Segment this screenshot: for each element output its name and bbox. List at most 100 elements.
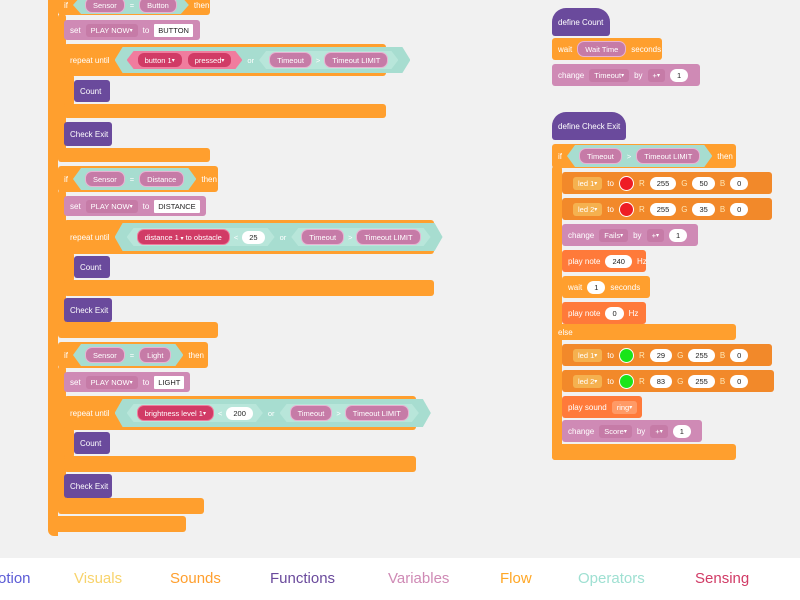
main-stack-bottom-cap[interactable] (48, 516, 186, 532)
check-exit-call-3[interactable]: Check Exit (64, 474, 112, 498)
plus-op-dropdown-3[interactable]: + (650, 424, 668, 438)
green-color-swatch[interactable] (618, 347, 634, 363)
r-input-3[interactable]: 29 (649, 348, 673, 362)
sensor-light-condition[interactable]: Sensor = Light (73, 344, 183, 366)
if-timeout-block[interactable]: if Timeout > Timeout LIMIT then (552, 144, 736, 168)
distance1-dropdown[interactable]: distance 1 (145, 233, 184, 242)
define-check-exit-hat[interactable]: define Check Exit (552, 112, 626, 140)
b-input-2[interactable]: 0 (730, 202, 749, 216)
button1-dropdown[interactable]: button 1 (137, 52, 183, 68)
play-now-dropdown[interactable]: PLAY NOW (85, 23, 138, 37)
category-tab-sensing[interactable]: Sensing (695, 570, 750, 587)
r-input-4[interactable]: 83 (649, 374, 673, 388)
wait-1-seconds-block[interactable]: wait 1 seconds (562, 276, 650, 298)
category-tab-flow[interactable]: Flow (500, 570, 532, 587)
else-block[interactable]: else (552, 324, 736, 340)
timeout-pill[interactable]: Timeout (269, 52, 312, 68)
change-timeout-block[interactable]: change Timeout by + 1 (552, 64, 700, 86)
sensor-pill[interactable]: Sensor (85, 0, 125, 13)
change-score-block[interactable]: change Score by + 1 (562, 420, 702, 442)
set-led2-red-block[interactable]: led 2 to R 255 G 35 B 0 (562, 198, 772, 220)
light-or-timeout-condition[interactable]: brightness level 1 < 200 or Timeout > Ti… (115, 399, 431, 427)
pressed-dropdown[interactable]: pressed (187, 52, 233, 68)
if-button-block[interactable]: if Sensor = Button then (58, 0, 210, 15)
distance-value[interactable]: DISTANCE (154, 199, 200, 213)
brightness-compare[interactable]: brightness level 1 < 200 (127, 404, 263, 422)
score-amount-input[interactable]: 1 (672, 424, 691, 438)
set-led2-green-block[interactable]: led 2 to R 83 G 255 B 0 (562, 370, 774, 392)
if-light-block[interactable]: if Sensor = Light then (58, 342, 208, 368)
change-fails-block[interactable]: change Fails by + 1 (562, 224, 698, 246)
play-note-0-block[interactable]: play note 0 Hz (562, 302, 646, 324)
distance-or-timeout-condition[interactable]: distance 1 to obstacle < 25 or Timeout >… (115, 223, 443, 251)
plus-op-dropdown-2[interactable]: + (646, 228, 664, 242)
sensor-distance-condition[interactable]: Sensor = Distance (73, 168, 196, 190)
red-color-swatch-2[interactable] (618, 201, 634, 217)
timeout-compare-3[interactable]: Timeout > Timeout LIMIT (280, 404, 419, 422)
set-led1-red-block[interactable]: led 1 to R 255 G 50 B 0 (562, 172, 772, 194)
brightness-threshold-input[interactable]: 200 (226, 407, 253, 420)
g-input-3[interactable]: 255 (688, 348, 715, 362)
play-now-dropdown-2[interactable]: PLAY NOW (85, 199, 138, 213)
fails-var-dropdown[interactable]: Fails (599, 228, 629, 242)
check-exit-call-2[interactable]: Check Exit (64, 298, 112, 322)
button-value[interactable]: BUTTON (154, 23, 193, 37)
light-value[interactable]: LIGHT (154, 375, 185, 389)
distance-threshold-input[interactable]: 25 (242, 231, 264, 244)
play-note-240-block[interactable]: play note 240 Hz (562, 250, 647, 272)
check-exit-call-1[interactable]: Check Exit (64, 122, 112, 146)
ring-dropdown[interactable]: ring (611, 400, 638, 414)
timeout-pill-r[interactable]: Timeout (579, 148, 622, 164)
timeout-limit-pill-2[interactable]: Timeout LIMIT (356, 229, 420, 245)
score-var-dropdown[interactable]: Score (599, 424, 632, 438)
category-tab-functions[interactable]: Functions (270, 570, 336, 587)
led2-dropdown-2[interactable]: led 2 (573, 374, 603, 388)
g-input-4[interactable]: 255 (688, 374, 715, 388)
note-240-input[interactable]: 240 (605, 254, 632, 268)
g-input-2[interactable]: 35 (692, 202, 715, 216)
define-count-hat[interactable]: define Count (552, 8, 610, 36)
distance-compare[interactable]: distance 1 to obstacle < 25 (127, 228, 275, 246)
repeat-until-light[interactable]: repeat until brightness level 1 < 200 or… (64, 396, 416, 430)
change-amount-input[interactable]: 1 (669, 68, 689, 82)
play-now-dropdown-3[interactable]: PLAY NOW (85, 375, 138, 389)
r-input-1[interactable]: 255 (649, 176, 677, 190)
set-play-now-light[interactable]: set PLAY NOW to LIGHT (64, 372, 190, 392)
green-color-swatch-2[interactable] (618, 373, 634, 389)
r-input-2[interactable]: 255 (649, 202, 677, 216)
b-input-3[interactable]: 0 (730, 348, 749, 362)
category-tab-otion[interactable]: otion (0, 570, 31, 587)
led2-dropdown[interactable]: led 2 (573, 202, 603, 216)
led1-dropdown-2[interactable]: led 1 (573, 348, 603, 362)
set-play-now-distance[interactable]: set PLAY NOW to DISTANCE (64, 196, 206, 216)
wait-seconds-input[interactable]: 1 (587, 280, 606, 294)
count-call-1[interactable]: Count (74, 80, 110, 102)
timeout-limit-pill[interactable]: Timeout LIMIT (324, 52, 388, 68)
button-pressed-condition[interactable]: button 1 pressed (127, 51, 243, 69)
category-tab-sounds[interactable]: Sounds (170, 570, 221, 587)
brightness-dropdown[interactable]: brightness level 1 (137, 405, 214, 421)
sensor-pill-3[interactable]: Sensor (85, 347, 125, 363)
timeout-pill-2[interactable]: Timeout (301, 229, 344, 245)
count-call-2[interactable]: Count (74, 256, 110, 278)
wait-wait-time-block[interactable]: wait Wait Time seconds (552, 38, 662, 60)
timeout-condition-r[interactable]: Timeout > Timeout LIMIT (567, 145, 712, 167)
category-tab-operators[interactable]: Operators (578, 570, 645, 587)
repeat-until-button[interactable]: repeat until button 1 pressed or Timeout… (64, 44, 386, 76)
timeout-compare[interactable]: Timeout > Timeout LIMIT (259, 51, 398, 69)
note-0-input[interactable]: 0 (605, 306, 624, 320)
b-input-4[interactable]: 0 (730, 374, 749, 388)
distance-pill[interactable]: Distance (139, 171, 184, 187)
led1-dropdown[interactable]: led 1 (573, 176, 603, 190)
play-sound-ring-block[interactable]: play sound ring (562, 396, 642, 418)
repeat-until-distance[interactable]: repeat until distance 1 to obstacle < 25… (64, 220, 434, 254)
distance1-reporter[interactable]: distance 1 to obstacle (137, 229, 230, 245)
red-color-swatch[interactable] (618, 175, 634, 191)
plus-op-dropdown[interactable]: + (647, 68, 665, 82)
b-input-1[interactable]: 0 (730, 176, 749, 190)
sensor-pill-2[interactable]: Sensor (85, 171, 125, 187)
category-tab-variables[interactable]: Variables (388, 570, 450, 587)
code-workspace[interactable]: if Sensor = Button then set PLAY NOW to … (0, 0, 800, 558)
category-tab-visuals[interactable]: Visuals (74, 570, 123, 587)
count-call-3[interactable]: Count (74, 432, 110, 454)
